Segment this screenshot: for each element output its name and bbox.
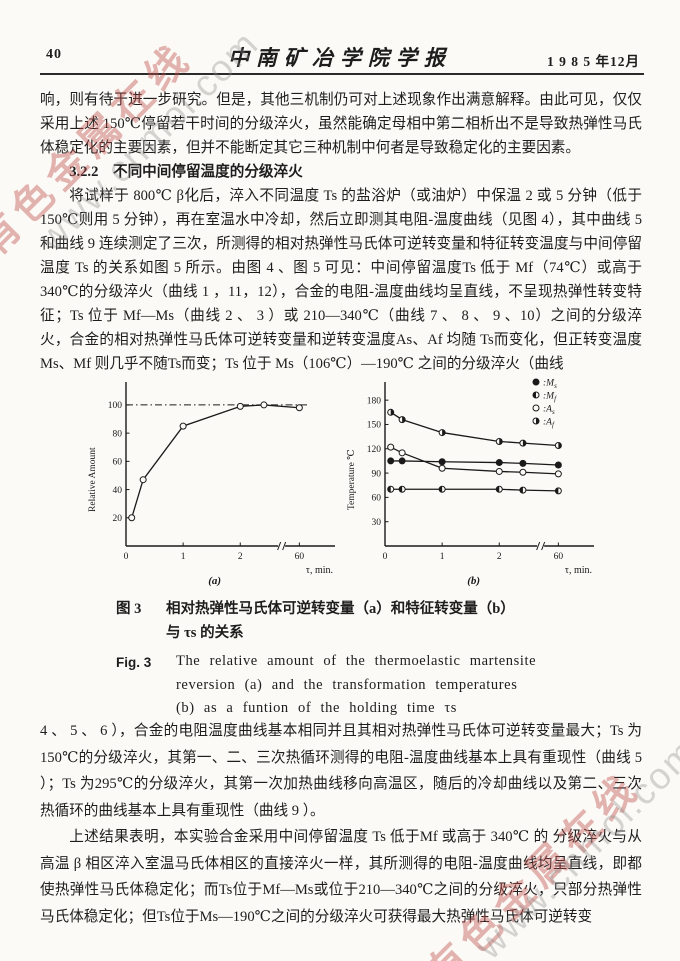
svg-text:(b): (b): [467, 575, 480, 587]
svg-text:150: 150: [367, 421, 382, 431]
paragraph-experiment: 将试样于 800℃ β化后，淬入不同温度 Ts 的盐浴炉（或油炉）中保温 2 或…: [40, 188, 642, 372]
svg-text:80: 80: [113, 429, 123, 439]
caption-english: Fig. 3 The relative amount of the thermo…: [116, 650, 594, 721]
figure-3: 20 40 60 80 100 0 1 2 60 Relative Amount τ, min. (a…: [86, 374, 598, 588]
section-heading-3-2-2: 3.2.2 不同中间停留温度的分级淬火: [69, 164, 303, 180]
svg-text::As: :As: [543, 405, 555, 417]
issue-date: 1 9 8 5 年12月: [547, 54, 640, 69]
paragraph-conclusion: 上述结果表明，本实验合金采用中间停留温度 Ts 低于Mf 或高于 340℃ 的 …: [40, 829, 642, 925]
body-text-lower: 4 、 5 、 6 ），合金的电阻温度曲线基本相同并且其相对热弹性马氏体可逆转变…: [40, 718, 642, 930]
page-number: 40: [46, 47, 62, 62]
svg-text:20: 20: [113, 514, 123, 524]
svg-text:Temperature ℃: Temperature ℃: [347, 449, 357, 510]
svg-text:(a): (a): [208, 575, 221, 587]
header-rule: [40, 73, 644, 75]
svg-text:1: 1: [181, 552, 186, 562]
svg-text:0: 0: [124, 552, 129, 562]
svg-text:60: 60: [372, 494, 382, 504]
svg-text::Af: :Af: [543, 418, 555, 430]
svg-text:τ, min.: τ, min.: [306, 565, 333, 576]
svg-text:1: 1: [440, 552, 445, 562]
figure-captions: 图 3 相对热弹性马氏体可逆转变量（a）和特征转变量（b） 与 τs 的关系 F…: [116, 597, 594, 721]
journal-title: 中南矿冶学院学报: [228, 46, 452, 70]
paragraph-continued: 响，则有待于进一步研究。但是，其他三机制仍可对上述现象作出满意解释。由此可见，仅…: [40, 92, 642, 156]
caption-en-line2: reversion (a) and the transformation tem…: [176, 676, 518, 693]
svg-text:Relative Amount: Relative Amount: [88, 447, 98, 512]
caption-cn-label: 图 3: [116, 601, 142, 617]
body-text-upper: 响，则有待于进一步研究。但是，其他三机制仍可对上述现象作出满意解释。由此可见，仅…: [40, 88, 642, 376]
caption-en-label: Fig. 3: [116, 655, 152, 670]
svg-text:60: 60: [295, 552, 305, 562]
svg-text:2: 2: [238, 552, 243, 562]
caption-cn-line2: 与 τs 的关系: [166, 625, 244, 641]
svg-text:0: 0: [383, 552, 388, 562]
paragraph-curves: 4 、 5 、 6 ），合金的电阻温度曲线基本相同并且其相对热弹性马氏体可逆转变…: [40, 723, 642, 819]
caption-en-line3: (b) as a funtion of the holding time τs: [176, 700, 458, 716]
caption-en-line1: The relative amount of the thermoelastic…: [176, 653, 537, 669]
chart-panel-b: 30 60 90 120 150 180 0 1 2 60 :Ms:Mf:As:Af Temperat…: [347, 378, 594, 587]
svg-text:60: 60: [113, 458, 123, 468]
svg-text:τ, min.: τ, min.: [565, 565, 592, 576]
svg-text:180: 180: [367, 396, 382, 406]
caption-cn-line1: 相对热弹性马氏体可逆转变量（a）和特征转变量（b）: [166, 601, 515, 617]
chart-panel-a: 20 40 60 80 100 0 1 2 60 Relative Amount τ, min. (a…: [88, 382, 335, 587]
svg-text:90: 90: [372, 469, 382, 479]
svg-text:120: 120: [367, 445, 382, 455]
svg-text:2: 2: [497, 552, 502, 562]
caption-chinese: 图 3 相对热弹性马氏体可逆转变量（a）和特征转变量（b） 与 τs 的关系: [116, 597, 594, 645]
svg-text::Ms: :Ms: [543, 379, 557, 391]
svg-text::Mf: :Mf: [543, 392, 557, 404]
svg-text:40: 40: [113, 486, 123, 496]
svg-text:60: 60: [554, 552, 564, 562]
svg-text:30: 30: [372, 518, 382, 528]
svg-text:100: 100: [108, 401, 123, 411]
